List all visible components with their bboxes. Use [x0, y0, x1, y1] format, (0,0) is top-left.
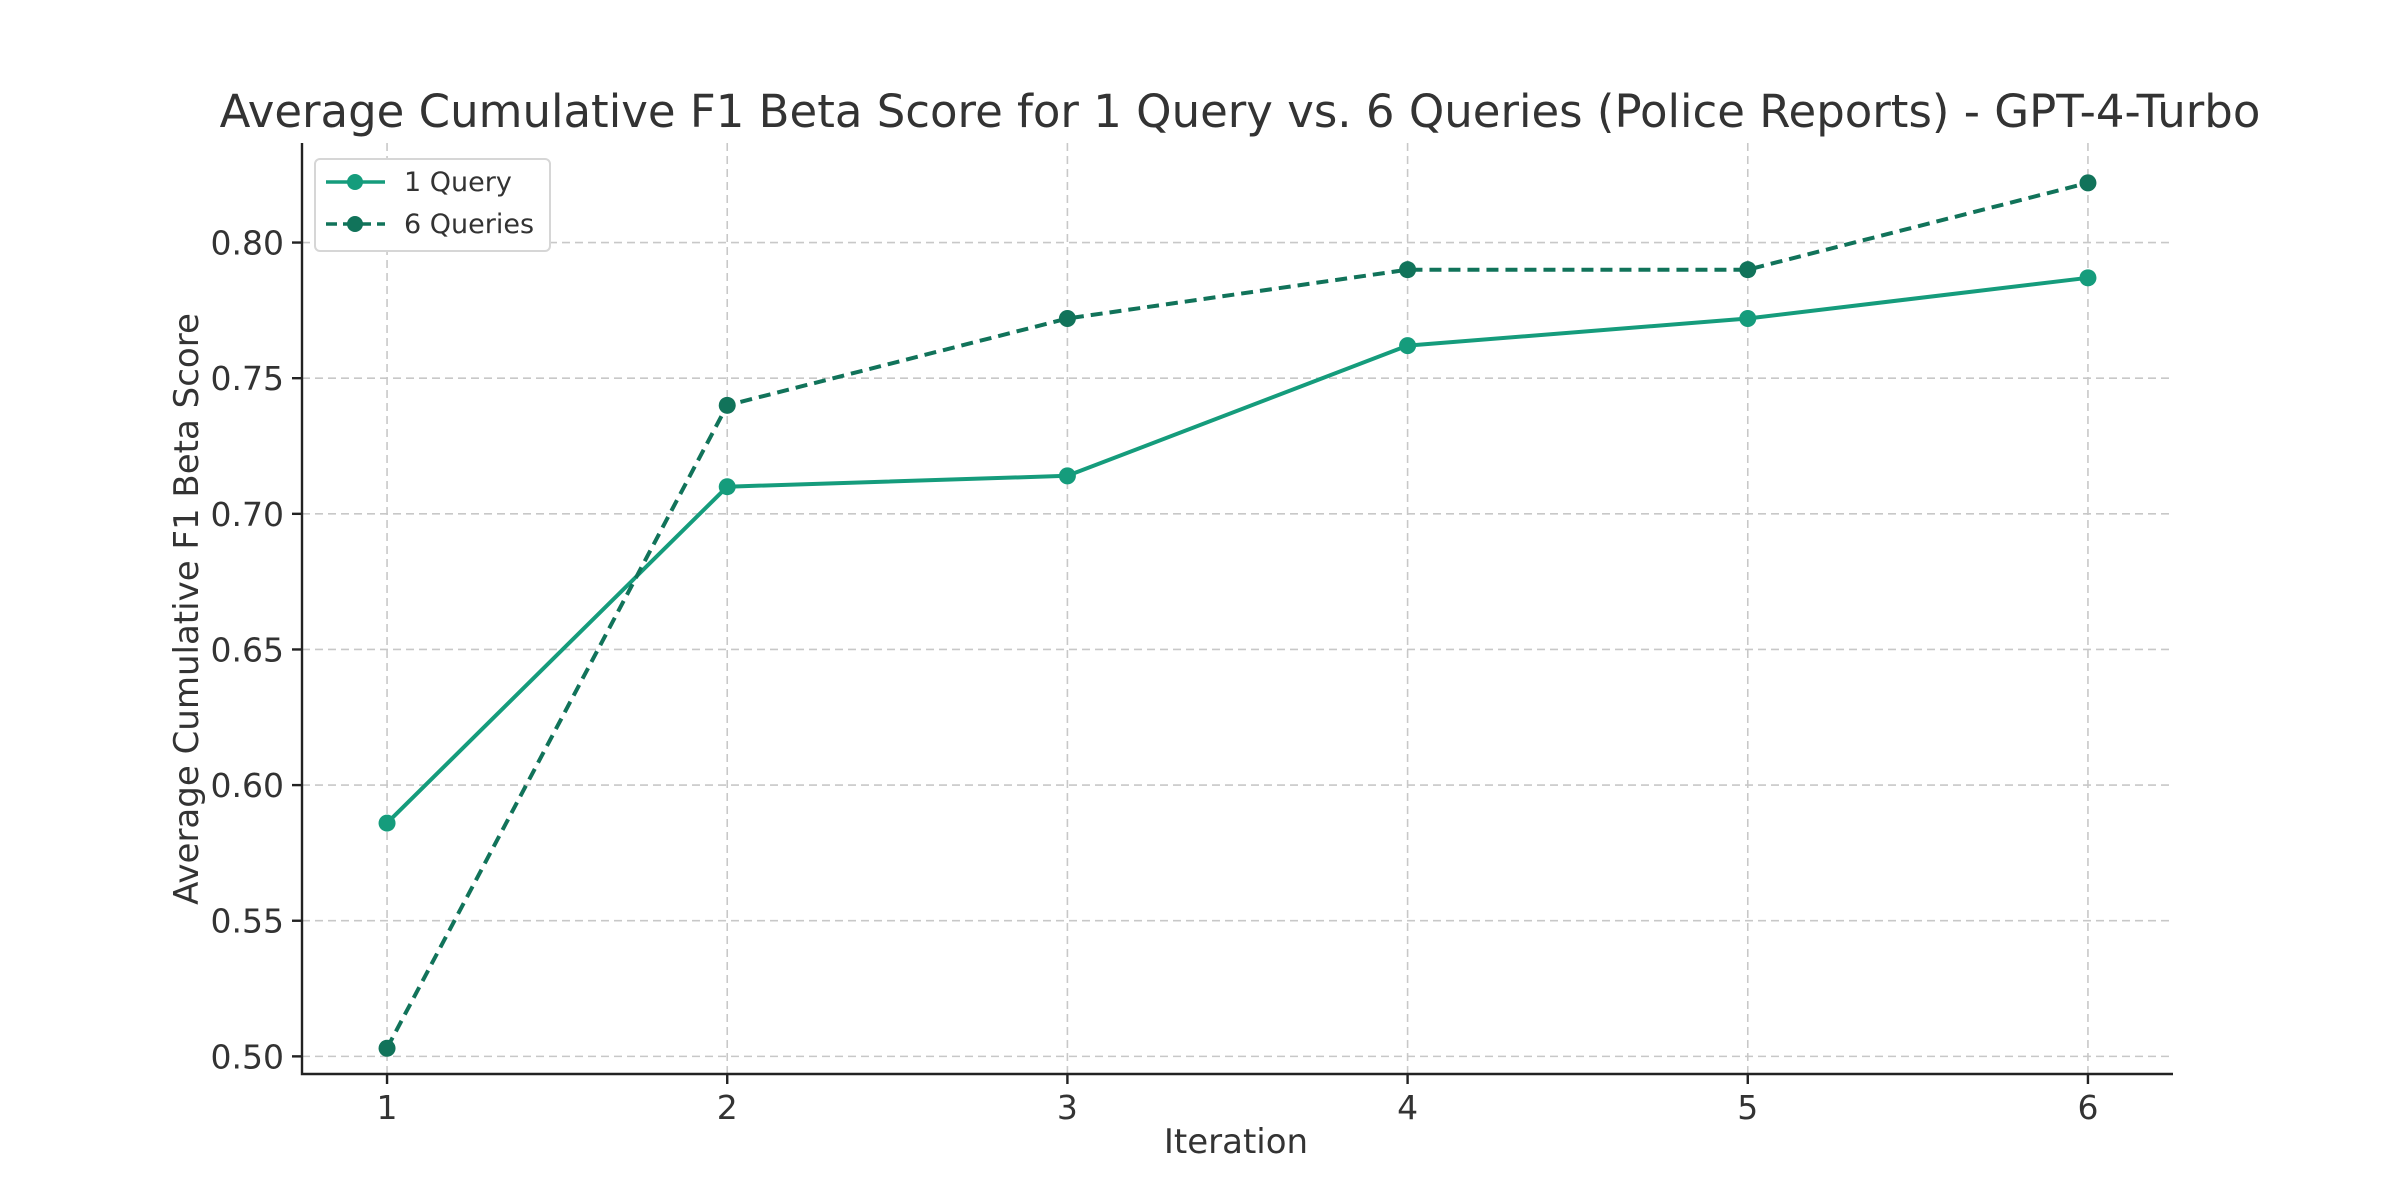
data-point-1-query: [1399, 337, 1417, 355]
x-tick-label: 4: [1397, 1088, 1418, 1127]
y-tick-label: 0.50: [211, 1037, 284, 1076]
x-tick-label: 6: [2077, 1088, 2098, 1127]
data-point-1-query: [2079, 269, 2097, 287]
legend-label-1-query: 1 Query: [404, 167, 512, 198]
legend-marker-6-queries: [347, 216, 363, 232]
data-point-6-queries: [1739, 261, 1757, 279]
y-tick-label: 0.65: [211, 630, 284, 669]
x-tick-label: 2: [717, 1088, 738, 1127]
y-tick-label: 0.55: [211, 902, 284, 941]
data-point-6-queries: [1058, 310, 1076, 328]
data-point-6-queries: [378, 1039, 396, 1057]
y-axis-label: Average Cumulative F1 Beta Score: [167, 313, 207, 905]
data-point-1-query: [1058, 467, 1076, 485]
axes: 1 2 3 4 5 6 0.50 0.55 0.60 0.65 0.70 0.75 0.80: [211, 143, 2173, 1127]
y-tick-label: 0.60: [211, 766, 284, 805]
data-point-1-query: [718, 478, 736, 496]
x-tick-label: 3: [1057, 1088, 1078, 1127]
chart-title: Average Cumulative F1 Beta Score for 1 Q…: [220, 85, 2261, 138]
y-tick-label: 0.80: [211, 224, 284, 263]
grid-lines: [302, 143, 2173, 1074]
data-point-6-queries: [718, 396, 736, 414]
legend: 1 Query 6 Queries: [314, 158, 551, 252]
data-point-6-queries: [1399, 261, 1417, 279]
series-line-1-query: [385, 275, 2089, 825]
data-point-1-query: [378, 814, 396, 832]
data-point-1-query: [1739, 310, 1757, 328]
series-layer: [378, 174, 2097, 1057]
y-tick-label: 0.70: [211, 495, 284, 534]
data-point-6-queries: [2079, 174, 2097, 192]
legend-marker-1-query: [347, 174, 363, 190]
x-axis-label: Iteration: [1164, 1122, 1308, 1162]
series-line-6-queries: [385, 180, 2089, 1050]
x-tick-label: 1: [377, 1088, 398, 1127]
y-tick-label: 0.75: [211, 359, 284, 398]
legend-label-6-queries: 6 Queries: [404, 209, 534, 240]
x-tick-label: 5: [1737, 1088, 1758, 1127]
axis-spines: [300, 143, 2173, 1076]
